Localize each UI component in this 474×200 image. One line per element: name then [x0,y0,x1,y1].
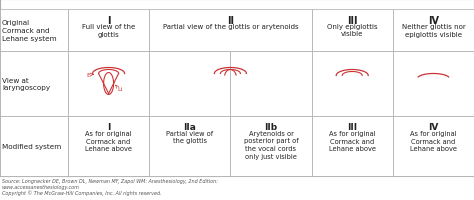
Text: Neither glottis nor
epiglottis visible: Neither glottis nor epiglottis visible [401,24,465,37]
Text: I: I [107,122,110,131]
Bar [68,10,149,52]
Bar [149,10,311,52]
Bar [230,116,311,176]
Text: Only epiglottis
visible: Only epiglottis visible [327,24,377,37]
Bar [0,52,68,116]
Text: Partial view of
the glottis: Partial view of the glottis [166,130,213,144]
Text: Li: Li [118,87,123,92]
Text: Copyright © The McGraw-Hill Companies, Inc. All rights reserved.: Copyright © The McGraw-Hill Companies, I… [2,189,162,195]
Text: Original
Cormack and
Lehane system: Original Cormack and Lehane system [2,20,56,41]
Text: Source: Longnecker DE, Brown DL, Newman MF, Zapol WM: Anesthesiology, 2nd Editio: Source: Longnecker DE, Brown DL, Newman … [2,178,218,189]
Text: As for original
Cormack and
Lehane above: As for original Cormack and Lehane above [328,130,376,151]
Text: Partial view of the glottis or arytenoids: Partial view of the glottis or arytenoid… [163,24,298,30]
Bar [68,116,149,176]
Bar [311,116,393,176]
Text: IV: IV [428,16,439,26]
Bar [0,0,474,176]
Bar [311,10,393,52]
Bar [393,52,474,116]
Bar [149,116,230,176]
Bar [230,52,311,116]
Text: I: I [107,16,110,26]
Text: As for original
Cormack and
Lehane above: As for original Cormack and Lehane above [85,130,132,151]
Text: E: E [87,73,91,78]
Text: Modified system: Modified system [2,143,61,149]
Text: III: III [347,122,357,131]
Bar [393,116,474,176]
Text: III: III [347,16,357,26]
Text: IIa: IIa [183,122,196,131]
Bar [68,52,149,116]
Text: View at
laryngoscopy: View at laryngoscopy [2,77,50,91]
Bar [149,52,230,116]
Bar [0,116,68,176]
Text: II: II [227,16,234,26]
Bar [0,10,68,52]
Bar [311,52,393,116]
Text: Full view of the
glottis: Full view of the glottis [82,24,135,37]
Text: As for original
Cormack and
Lehane above: As for original Cormack and Lehane above [410,130,457,151]
Text: Arytenoids or
posterior part of
the vocal cords
only just visible: Arytenoids or posterior part of the voca… [244,130,298,159]
Text: IV: IV [428,122,438,131]
Text: IIb: IIb [264,122,278,131]
Bar [393,10,474,52]
